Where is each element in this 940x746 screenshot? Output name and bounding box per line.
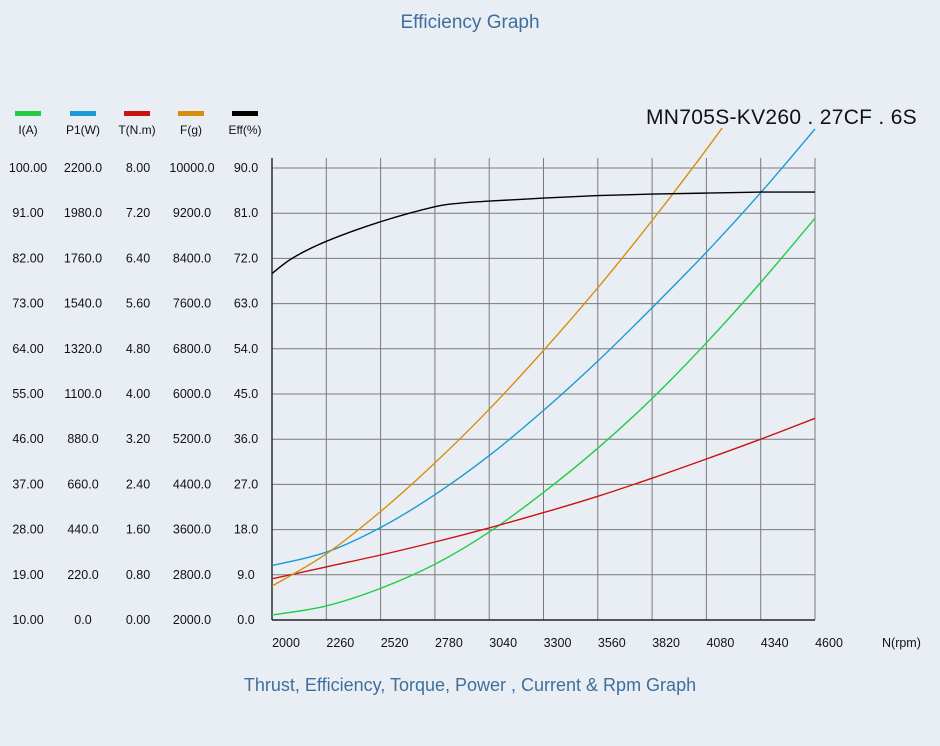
y-tick-label-P1: 660.0 [67, 477, 98, 491]
series-line-Eff [272, 191, 816, 275]
y-tick-label-T: 1.60 [126, 523, 150, 537]
y-tick-label-I: 82.00 [12, 251, 43, 265]
legend-swatch-I [15, 111, 41, 116]
x-tick-label: 4340 [761, 636, 789, 650]
series-line-I [272, 217, 816, 616]
y-tick-label-T: 3.20 [126, 432, 150, 446]
legend-label-I: I(A) [18, 123, 37, 137]
y-tick-label-T: 7.20 [126, 206, 150, 220]
x-tick-label: 3820 [652, 636, 680, 650]
y-tick-label-F: 9200.0 [173, 206, 211, 220]
chart-series [272, 128, 816, 616]
y-tick-label-P1: 0.0 [74, 613, 91, 627]
y-tick-label-F: 4400.0 [173, 477, 211, 491]
y-tick-label-I: 64.00 [12, 342, 43, 356]
y-tick-label-F: 6000.0 [173, 387, 211, 401]
x-tick-label: 3040 [489, 636, 517, 650]
x-tick-label: 2780 [435, 636, 463, 650]
y-tick-label-F: 6800.0 [173, 342, 211, 356]
y-tick-label-T: 6.40 [126, 251, 150, 265]
chart-grid [271, 158, 816, 621]
y-tick-label-P1: 1760.0 [64, 251, 102, 265]
y-tick-label-T: 0.00 [126, 613, 150, 627]
y-tick-label-I: 28.00 [12, 523, 43, 537]
y-tick-label-I: 91.00 [12, 206, 43, 220]
legend-swatch-T [124, 111, 150, 116]
y-tick-label-P1: 1980.0 [64, 206, 102, 220]
y-tick-label-Eff: 45.0 [234, 387, 258, 401]
y-tick-label-F: 8400.0 [173, 251, 211, 265]
x-axis-label: N(rpm) [882, 636, 921, 650]
y-tick-label-I: 100.00 [9, 161, 47, 175]
y-tick-label-F: 5200.0 [173, 432, 211, 446]
y-tick-label-P1: 2200.0 [64, 161, 102, 175]
y-tick-label-I: 55.00 [12, 387, 43, 401]
y-tick-label-P1: 1540.0 [64, 297, 102, 311]
y-tick-label-F: 10000.0 [169, 161, 214, 175]
series-line-P1 [272, 128, 816, 567]
y-tick-label-Eff: 27.0 [234, 477, 258, 491]
x-tick-label: 4600 [815, 636, 843, 650]
y-tick-label-P1: 1100.0 [64, 387, 101, 401]
model-label: MN705S-KV260 . 27CF . 6S [646, 106, 917, 129]
chart-legend: I(A) P1(W) T(N.m) F(g) Eff(%) [15, 111, 262, 137]
x-tick-label: 2520 [381, 636, 409, 650]
y-tick-label-Eff: 54.0 [234, 342, 258, 356]
y-tick-label-T: 4.00 [126, 387, 150, 401]
y-tick-label-P1: 1320.0 [64, 342, 102, 356]
y-tick-label-Eff: 90.0 [234, 161, 258, 175]
y-tick-label-Eff: 18.0 [234, 523, 258, 537]
y-tick-label-Eff: 9.0 [237, 568, 254, 582]
x-tick-label: 2000 [272, 636, 300, 650]
x-tick-label: 3300 [544, 636, 572, 650]
y-tick-label-I: 73.00 [12, 297, 43, 311]
y-tick-label-F: 2000.0 [173, 613, 211, 627]
y-tick-label-T: 5.60 [126, 297, 150, 311]
y-tick-label-Eff: 36.0 [234, 432, 258, 446]
legend-swatch-F [178, 111, 204, 116]
legend-label-T: T(N.m) [118, 123, 155, 137]
x-tick-label: 4080 [706, 636, 734, 650]
y-axis-tick-labels: 10.00 19.00 28.00 37.00 46.00 55.00 64.00 73.00… [9, 161, 258, 627]
y-tick-label-I: 46.00 [12, 432, 43, 446]
y-tick-label-Eff: 72.0 [234, 251, 258, 265]
y-tick-label-I: 37.00 [12, 477, 43, 491]
y-tick-label-T: 0.80 [126, 568, 150, 582]
chart-caption: Thrust, Efficiency, Torque, Power , Curr… [243, 675, 697, 695]
y-tick-label-T: 8.00 [126, 161, 150, 175]
y-tick-label-T: 4.80 [126, 342, 150, 356]
page-title: Efficiency Graph [400, 12, 540, 33]
y-tick-label-I: 10.00 [12, 613, 43, 627]
x-tick-label: 2260 [326, 636, 354, 650]
y-tick-label-F: 2800.0 [173, 568, 211, 582]
legend-label-Eff: Eff(%) [228, 123, 261, 137]
legend-swatch-Eff [232, 111, 258, 116]
legend-label-P1: P1(W) [66, 123, 100, 137]
y-tick-label-F: 3600.0 [173, 523, 211, 537]
legend-swatch-P1 [70, 111, 96, 116]
y-tick-label-Eff: 81.0 [234, 206, 258, 220]
y-tick-label-P1: 440.0 [67, 523, 98, 537]
y-tick-label-P1: 880.0 [67, 432, 98, 446]
series-line-F [272, 128, 724, 587]
series-line-T [272, 417, 816, 580]
legend-label-F: F(g) [180, 123, 202, 137]
y-tick-label-T: 2.40 [126, 477, 150, 491]
x-tick-label: 3560 [598, 636, 626, 650]
y-tick-label-Eff: 63.0 [234, 297, 258, 311]
x-axis: 2000 2260 2520 2780 3040 3300 3560 3820 4080 4340… [272, 636, 921, 650]
y-tick-label-I: 19.00 [12, 568, 43, 582]
y-tick-label-F: 7600.0 [173, 297, 211, 311]
y-tick-label-P1: 220.0 [67, 568, 98, 582]
y-tick-label-Eff: 0.0 [237, 613, 254, 627]
